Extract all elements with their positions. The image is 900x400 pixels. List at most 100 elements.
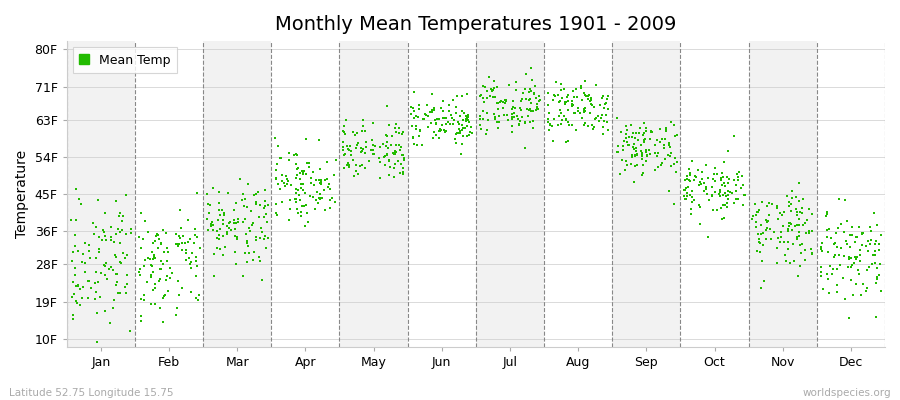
Point <box>425 107 439 113</box>
Point <box>518 144 532 151</box>
Point <box>815 286 830 292</box>
Point <box>113 260 128 266</box>
Point <box>235 197 249 204</box>
Point <box>295 171 310 178</box>
Point <box>153 276 167 282</box>
Point <box>460 115 474 121</box>
Point <box>244 222 258 228</box>
Point <box>826 266 841 272</box>
Point <box>247 192 261 198</box>
Point <box>288 160 302 167</box>
Point <box>202 210 216 216</box>
Point <box>680 190 694 196</box>
Point <box>659 128 673 134</box>
Point <box>384 133 399 139</box>
Point <box>464 124 478 131</box>
Point <box>322 181 337 188</box>
Point <box>189 273 203 280</box>
Point <box>647 167 662 173</box>
Point <box>354 145 368 151</box>
Point <box>379 131 393 138</box>
Point <box>473 92 488 99</box>
Point <box>565 98 580 104</box>
Point <box>720 204 734 211</box>
Point <box>415 142 429 148</box>
Point <box>682 177 697 184</box>
Point <box>374 144 388 151</box>
Point <box>486 87 500 93</box>
Point <box>723 189 737 195</box>
Point <box>592 101 607 108</box>
Point <box>320 176 335 182</box>
Point <box>797 247 812 253</box>
Point <box>391 158 405 164</box>
Point <box>716 202 730 208</box>
Point <box>677 192 691 199</box>
Point <box>389 149 403 156</box>
Point <box>366 151 381 158</box>
Point <box>753 222 768 228</box>
Point <box>652 139 667 145</box>
Point <box>68 186 83 192</box>
Point <box>249 191 264 197</box>
Point <box>137 292 151 298</box>
Point <box>459 118 473 124</box>
Point <box>251 188 266 195</box>
Bar <box>408 41 476 347</box>
Point <box>698 184 713 190</box>
Point <box>380 152 394 158</box>
Point <box>436 98 450 104</box>
Point <box>228 232 242 239</box>
Point <box>598 112 613 118</box>
Point <box>856 281 870 288</box>
Point <box>298 223 312 229</box>
Point <box>773 210 788 216</box>
Point <box>577 122 591 128</box>
Point <box>221 190 236 197</box>
Point <box>258 233 273 240</box>
Point <box>788 193 803 200</box>
Point <box>636 161 651 168</box>
Point <box>409 113 423 120</box>
Point <box>619 158 634 164</box>
Point <box>111 226 125 233</box>
Point <box>148 254 162 260</box>
Point <box>156 260 170 267</box>
Point <box>154 240 168 247</box>
Point <box>719 200 733 206</box>
Point <box>357 150 372 156</box>
Point <box>523 106 537 112</box>
Point <box>822 290 836 296</box>
Point <box>173 235 187 242</box>
Point <box>584 101 598 108</box>
Point <box>684 206 698 212</box>
Point <box>460 91 474 97</box>
Point <box>132 266 147 272</box>
Point <box>596 93 610 100</box>
Point <box>109 270 123 277</box>
Point <box>175 284 189 291</box>
Point <box>268 174 283 181</box>
Point <box>790 209 805 216</box>
Point <box>583 110 598 116</box>
Point <box>105 267 120 273</box>
Point <box>770 203 784 210</box>
Point <box>301 219 315 226</box>
Point <box>760 218 774 225</box>
Point <box>717 190 732 197</box>
Point <box>586 126 600 132</box>
Point <box>532 98 546 104</box>
Point <box>792 222 806 228</box>
Point <box>212 189 227 195</box>
Point <box>220 230 234 237</box>
Point <box>289 195 303 202</box>
Point <box>832 262 847 268</box>
Point <box>656 142 670 148</box>
Point <box>70 283 85 289</box>
Point <box>229 200 243 206</box>
Bar <box>749 41 817 347</box>
Point <box>409 123 423 130</box>
Point <box>283 149 297 156</box>
Point <box>176 233 191 239</box>
Point <box>242 225 256 232</box>
